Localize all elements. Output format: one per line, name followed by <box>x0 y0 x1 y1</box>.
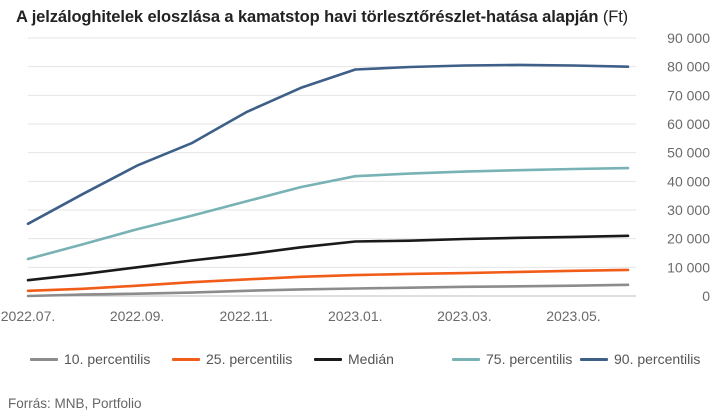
y-tick-label: 90 000 <box>667 30 710 46</box>
legend-item: 25. percentilis <box>172 351 292 367</box>
y-tick-label: 10 000 <box>667 259 710 275</box>
legend-swatch <box>30 357 58 361</box>
legend-swatch <box>172 357 200 361</box>
legend-label: 90. percentilis <box>614 351 701 367</box>
x-tick-label: 2022.07. <box>1 308 56 324</box>
chart-title: A jelzáloghitelek eloszlása a kamatstop … <box>16 8 628 27</box>
x-tick-label: 2023.01. <box>328 308 383 324</box>
y-axis-ticks: 0 10 000 20 000 30 000 40 000 50 000 60 000 70 … <box>667 30 710 304</box>
line-chart: 0 10 000 20 000 30 000 40 000 50 000 60 000 70 … <box>1 30 710 324</box>
x-tick-label: 2023.05. <box>546 308 601 324</box>
chart-title-text: A jelzáloghitelek eloszlása a kamatstop … <box>16 8 599 26</box>
series-line <box>26 63 630 226</box>
legend-item: 75. percentilis <box>452 351 572 367</box>
x-tick-label: 2022.09. <box>110 308 165 324</box>
legend-label: 75. percentilis <box>486 351 573 367</box>
y-tick-label: 0 <box>702 288 710 304</box>
source-note: Forrás: MNB, Portfolio <box>8 396 142 411</box>
x-tick-label: 2023.03. <box>437 308 492 324</box>
series-line <box>26 268 630 293</box>
x-tick-label: 2022.11. <box>219 308 272 324</box>
y-tick-label: 40 000 <box>667 173 710 189</box>
y-tick-label: 30 000 <box>667 202 710 218</box>
legend: 10. percentilis 25. percentilis Medián 75. … <box>0 351 718 373</box>
legend-item: Medián <box>314 351 394 367</box>
legend-swatch <box>452 357 480 361</box>
legend-label: 10. percentilis <box>64 351 151 367</box>
y-tick-label: 70 000 <box>667 87 710 103</box>
series-line <box>26 283 630 298</box>
y-tick-label: 60 000 <box>667 116 710 132</box>
legend-item: 10. percentilis <box>30 351 150 367</box>
series-line <box>26 166 630 261</box>
legend-swatch <box>314 357 342 361</box>
legend-item: 90. percentilis <box>580 351 700 367</box>
x-axis-ticks: 2022.07. 2022.09. 2022.11. 2023.01. 2023.03.… <box>1 308 601 324</box>
series-lines <box>26 63 630 298</box>
legend-label: Medián <box>348 351 394 367</box>
legend-swatch <box>580 357 608 361</box>
y-tick-label: 50 000 <box>667 145 710 161</box>
chart-title-unit: (Ft) <box>602 8 629 26</box>
y-tick-label: 80 000 <box>667 59 710 75</box>
series-line <box>26 234 630 282</box>
legend-label: 25. percentilis <box>206 351 293 367</box>
y-tick-label: 20 000 <box>667 231 710 247</box>
